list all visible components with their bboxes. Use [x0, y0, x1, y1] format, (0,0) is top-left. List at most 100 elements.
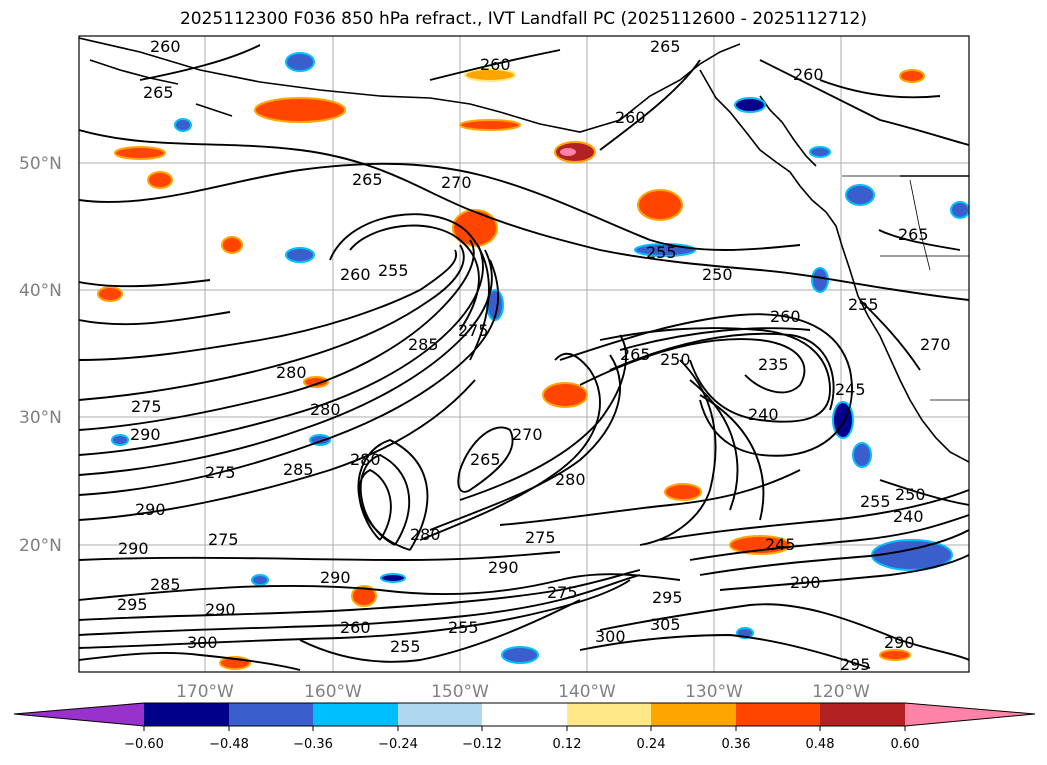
contour-label: 305 — [650, 615, 681, 634]
lat-label: 30°N — [19, 408, 62, 428]
contour-label: 275 — [208, 530, 239, 549]
colorbar-tick-label: 0.24 — [637, 737, 666, 752]
latitude-labels: 50°N 40°N 30°N 20°N — [19, 154, 62, 556]
contour-label: 290 — [790, 573, 821, 592]
plot-frame — [78, 35, 970, 673]
contour-label: 285 — [283, 460, 314, 479]
colorbar-tick-label: −0.24 — [378, 737, 418, 752]
contour-label: 255 — [848, 295, 879, 314]
contour-label: 290 — [118, 539, 149, 558]
lat-label: 40°N — [19, 281, 62, 301]
contour-label: 295 — [117, 595, 148, 614]
contour-label: 280 — [410, 525, 441, 544]
contour-label: 255 — [390, 637, 421, 656]
contour-label: 295 — [652, 588, 683, 607]
contour-label: 280 — [310, 400, 341, 419]
contour-label: 260 — [150, 37, 181, 56]
contour-label: 255 — [448, 618, 479, 637]
colorbar-cell — [820, 703, 905, 726]
contour-label: 290 — [884, 633, 915, 652]
contour-label: 295 — [840, 655, 871, 674]
contour-label: 240 — [748, 405, 779, 424]
coastlines — [79, 37, 969, 463]
contour-label: 280 — [350, 450, 381, 469]
contour-label: 250 — [660, 350, 691, 369]
colorbar-tick-label: −0.12 — [462, 737, 502, 752]
contour-labels: 260 265 265 260 260 260 265 270 255 260 … — [117, 37, 951, 674]
colorbar-cell — [567, 703, 651, 726]
lon-label: 170°W — [176, 682, 234, 702]
contour-label: 275 — [458, 321, 489, 340]
contour-label: 260 — [340, 265, 371, 284]
contour-label: 260 — [340, 618, 371, 637]
contour-label: 285 — [408, 335, 439, 354]
colorbar-cell — [313, 703, 398, 726]
contour-label: 270 — [920, 335, 951, 354]
contour-label: 265 — [898, 225, 929, 244]
lon-label: 160°W — [304, 682, 362, 702]
colorbar-tick-label: −0.60 — [124, 737, 164, 752]
contour-label: 275 — [131, 397, 162, 416]
colorbar-tick-label: 0.60 — [891, 737, 920, 752]
colorbar-cell — [905, 703, 1035, 726]
contour-label: 275 — [205, 463, 236, 482]
lat-label: 50°N — [19, 154, 62, 174]
contour-label: 285 — [150, 575, 181, 594]
colorbar-cell — [398, 703, 482, 726]
contour-label: 255 — [860, 492, 891, 511]
refractivity-shading — [97, 52, 969, 670]
contour-label: 300 — [187, 633, 218, 652]
colorbar-cell — [651, 703, 736, 726]
colorbar-tick-label: 0.12 — [553, 737, 582, 752]
contour-label: 290 — [130, 425, 161, 444]
contour-label: 270 — [441, 173, 472, 192]
contour-label: 275 — [547, 583, 578, 602]
contour-label: 290 — [488, 558, 519, 577]
longitude-labels: 170°W 160°W 150°W 140°W 130°W 120°W — [176, 682, 870, 702]
lon-label: 150°W — [431, 682, 489, 702]
contour-label: 260 — [793, 65, 824, 84]
colorbar-cell — [229, 703, 313, 726]
lon-label: 140°W — [558, 682, 616, 702]
contour-label: 265 — [352, 170, 383, 189]
colorbar-cell — [736, 703, 820, 726]
gridlines — [79, 36, 969, 672]
contour-label: 250 — [895, 485, 926, 504]
contour-label: 265 — [650, 37, 681, 56]
contours — [79, 44, 969, 671]
contour-label: 260 — [480, 55, 511, 74]
contour-label: 275 — [525, 528, 556, 547]
contour-label: 250 — [702, 265, 733, 284]
contour-label: 280 — [555, 470, 586, 489]
contour-label: 260 — [615, 108, 646, 127]
colorbar-tick-label: −0.36 — [293, 737, 333, 752]
contour-label: 265 — [620, 345, 651, 364]
contour-label: 270 — [512, 425, 543, 444]
contour-label: 280 — [276, 363, 307, 382]
lat-label: 20°N — [19, 536, 62, 556]
contour-label: 235 — [758, 355, 789, 374]
colorbar-cell — [482, 703, 567, 726]
contour-label: 255 — [378, 261, 409, 280]
contour-label: 290 — [135, 500, 166, 519]
contour-label: 245 — [765, 535, 796, 554]
contour-label: 255 — [646, 243, 677, 262]
colorbar-tick-label: 0.36 — [722, 737, 751, 752]
contour-label: 265 — [143, 83, 174, 102]
borders — [842, 175, 969, 401]
colorbar: −0.60 −0.48 −0.36 −0.24 −0.12 0.12 0.24 … — [13, 702, 1036, 752]
contour-label: 260 — [770, 307, 801, 326]
map-title: 2025112300 F036 850 hPa refract., IVT La… — [179, 9, 867, 29]
lon-label: 130°W — [685, 682, 743, 702]
colorbar-tick-label: −0.48 — [209, 737, 249, 752]
contour-label: 290 — [320, 568, 351, 587]
colorbar-tick-label: 0.48 — [806, 737, 835, 752]
map-plot-area: 260 265 265 260 260 260 265 270 255 260 … — [79, 36, 969, 674]
contour-label: 245 — [835, 380, 866, 399]
lon-label: 120°W — [812, 682, 870, 702]
colorbar-cell — [144, 703, 229, 726]
contour-label: 265 — [470, 450, 501, 469]
contour-label: 300 — [595, 627, 626, 646]
contour-label: 290 — [205, 600, 236, 619]
